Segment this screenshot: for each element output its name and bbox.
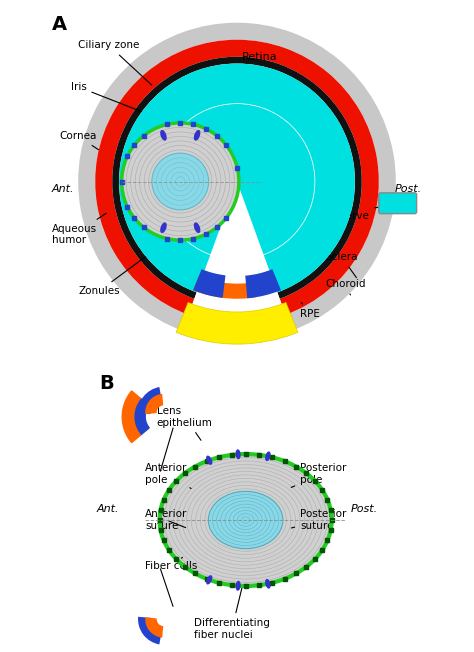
Wedge shape <box>221 282 257 299</box>
Text: Iris: Iris <box>71 82 144 112</box>
Ellipse shape <box>206 456 212 465</box>
Text: Lens cortex: Lens cortex <box>150 146 210 156</box>
Text: Anterior
pole: Anterior pole <box>145 464 191 488</box>
Ellipse shape <box>194 130 201 141</box>
Ellipse shape <box>208 492 283 549</box>
Text: Retina: Retina <box>242 52 277 62</box>
Ellipse shape <box>265 579 271 589</box>
Polygon shape <box>122 391 140 443</box>
Wedge shape <box>245 269 281 299</box>
Ellipse shape <box>206 575 212 584</box>
Wedge shape <box>119 63 355 294</box>
Circle shape <box>159 104 315 259</box>
Text: Ant.: Ant. <box>52 184 74 194</box>
Wedge shape <box>145 394 163 414</box>
Circle shape <box>152 153 209 210</box>
Text: Anterior
suture: Anterior suture <box>145 509 188 531</box>
Text: Lens
epithelium: Lens epithelium <box>157 406 212 440</box>
Wedge shape <box>95 40 379 315</box>
Text: Optic nerve: Optic nerve <box>309 205 389 220</box>
Text: Lens
nucleus: Lens nucleus <box>160 171 201 192</box>
Text: Choroid: Choroid <box>325 278 365 295</box>
Text: A: A <box>52 15 67 34</box>
Circle shape <box>122 123 239 240</box>
Text: Post.: Post. <box>395 184 422 194</box>
Wedge shape <box>182 181 292 340</box>
Text: Ant.: Ant. <box>96 503 119 514</box>
Text: Sclera: Sclera <box>326 252 358 278</box>
Ellipse shape <box>236 581 241 591</box>
Text: Aqueous
humor: Aqueous humor <box>52 213 106 245</box>
Ellipse shape <box>160 222 167 233</box>
Wedge shape <box>145 617 163 638</box>
Ellipse shape <box>160 454 332 586</box>
Polygon shape <box>134 398 149 435</box>
Text: Posterior
pole: Posterior pole <box>291 464 346 488</box>
Text: Fiber cells: Fiber cells <box>145 557 198 571</box>
Ellipse shape <box>265 451 271 461</box>
Ellipse shape <box>194 222 201 233</box>
Wedge shape <box>138 617 162 644</box>
Wedge shape <box>112 57 362 299</box>
Text: Post.: Post. <box>350 503 378 514</box>
Ellipse shape <box>236 449 241 459</box>
Wedge shape <box>176 303 298 344</box>
FancyBboxPatch shape <box>379 193 417 214</box>
Ellipse shape <box>160 130 167 141</box>
Text: Cornea: Cornea <box>59 131 99 150</box>
Text: Vitreous
humor: Vitreous humor <box>252 140 298 162</box>
Wedge shape <box>78 23 396 331</box>
Text: Differentiating
fiber nuclei: Differentiating fiber nuclei <box>194 587 270 640</box>
Text: RPE: RPE <box>301 303 320 319</box>
Wedge shape <box>193 276 223 297</box>
Text: Posterior
suture: Posterior suture <box>292 509 346 531</box>
Text: Ciliary zone: Ciliary zone <box>78 40 152 85</box>
Wedge shape <box>193 269 226 298</box>
Text: B: B <box>99 374 114 393</box>
Text: Zonules: Zonules <box>78 255 148 296</box>
Wedge shape <box>138 387 162 415</box>
